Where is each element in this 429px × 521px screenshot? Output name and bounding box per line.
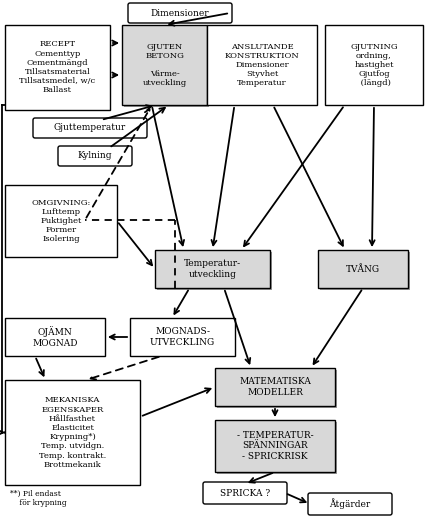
Text: MOGNADS-
UTVECKLING: MOGNADS- UTVECKLING [150, 327, 215, 346]
Text: ANSLUTANDE
KONSTRUKTION
Dimensioner
Styvhet
Temperatur: ANSLUTANDE KONSTRUKTION Dimensioner Styv… [225, 43, 299, 88]
Bar [207, 25, 317, 105]
Bar [5, 185, 117, 257]
Text: RECEPT
Cementtyp
Cementmängd
Tillsatsmaterial
Tillsatsmedel, w/c
Ballast: RECEPT Cementtyp Cementmängd Tillsatsmat… [19, 41, 96, 94]
Bar [215, 420, 335, 472]
Bar [130, 318, 235, 356]
Text: SPRICKA ?: SPRICKA ? [220, 489, 270, 498]
Bar [5, 318, 105, 356]
Text: **) Pil endast
    för krypning: **) Pil endast för krypning [10, 490, 67, 507]
Bar [325, 25, 423, 105]
Bar [318, 250, 408, 288]
Text: - TEMPERATUR-
SPÄNNINGAR
- SPRICKRISK: - TEMPERATUR- SPÄNNINGAR - SPRICKRISK [237, 431, 313, 461]
Text: OJÄMN
MOGNAD: OJÄMN MOGNAD [32, 326, 78, 348]
Text: GJUTNING
ordning,
hastighet
Gjutfog
 (längd): GJUTNING ordning, hastighet Gjutfog (län… [350, 43, 398, 88]
FancyBboxPatch shape [58, 146, 132, 166]
FancyBboxPatch shape [128, 3, 232, 23]
Text: Åtgärder: Åtgärder [329, 499, 371, 510]
FancyBboxPatch shape [33, 118, 147, 138]
Text: TVÅNG: TVÅNG [346, 265, 380, 274]
Bar [122, 25, 207, 105]
Text: OMGIVNING:
Lufttemp
Fuktighet
Former
Isolering: OMGIVNING: Lufttemp Fuktighet Former Iso… [31, 199, 91, 243]
Bar [5, 25, 110, 110]
Bar [155, 250, 270, 288]
Bar [217, 370, 337, 408]
Text: GJUTEN
BETONG

Värme-
utveckling: GJUTEN BETONG Värme- utveckling [142, 43, 187, 88]
Bar [320, 252, 410, 290]
Text: MEKANISKA
EGENSKAPER
Hållfasthet
Elasticitet
Krypning*)
Temp. utvidgn.
Temp. kon: MEKANISKA EGENSKAPER Hållfasthet Elastic… [39, 396, 106, 469]
Bar [215, 368, 335, 406]
Text: Dimensioner: Dimensioner [151, 8, 209, 18]
Text: Gjuttemperatur: Gjuttemperatur [54, 123, 126, 132]
Bar [124, 27, 209, 107]
Bar [157, 252, 272, 290]
Text: Temperatur-
utveckling: Temperatur- utveckling [184, 259, 241, 279]
Text: Kylning: Kylning [78, 152, 112, 160]
Bar [217, 422, 337, 474]
Bar [5, 380, 140, 485]
FancyBboxPatch shape [308, 493, 392, 515]
FancyBboxPatch shape [203, 482, 287, 504]
Text: MATEMATISKA
MODELLER: MATEMATISKA MODELLER [239, 377, 311, 396]
